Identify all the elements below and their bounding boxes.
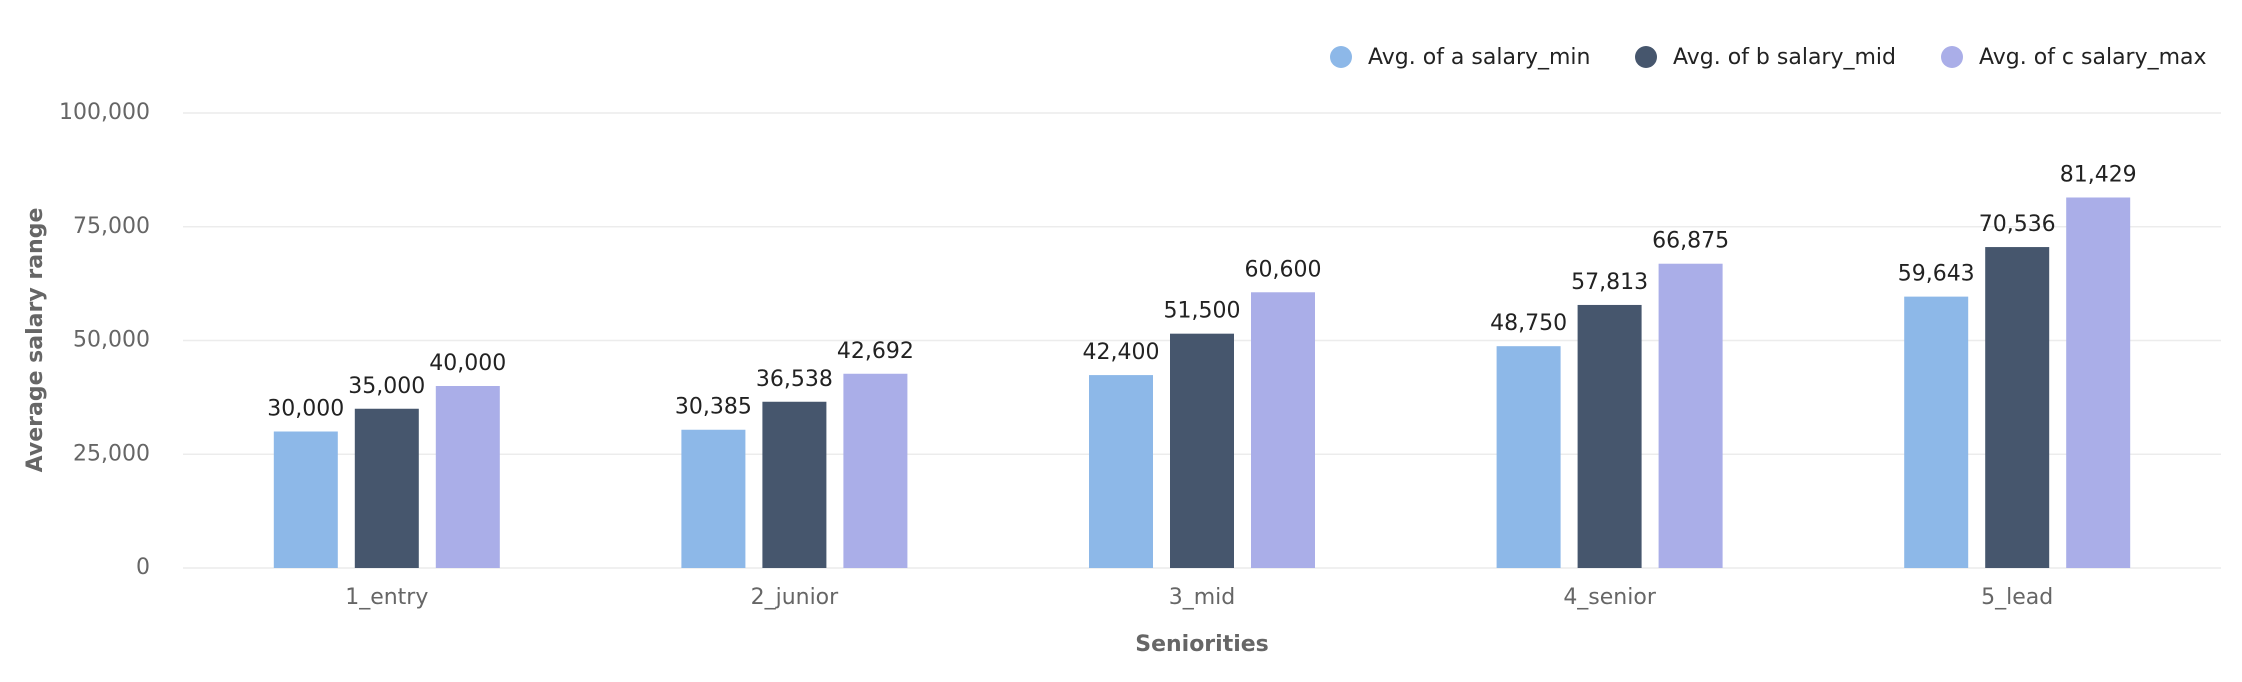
legend-marker	[1635, 46, 1657, 68]
bar	[1089, 375, 1153, 568]
bar	[1658, 263, 1723, 568]
x-axis-title: Seniorities	[1135, 632, 1269, 657]
value-label: 36,538	[756, 367, 833, 392]
value-label: 60,600	[1245, 257, 1322, 282]
value-label: 42,400	[1083, 340, 1160, 365]
x-tick-label: 3_mid	[1169, 585, 1236, 610]
value-label: 42,692	[837, 339, 914, 364]
legend-marker	[1941, 46, 1963, 68]
value-label: 70,536	[1979, 212, 2056, 237]
value-label: 30,385	[675, 395, 752, 420]
bar	[1985, 247, 2050, 568]
x-tick-label: 1_entry	[345, 585, 428, 610]
value-label: 66,875	[1652, 229, 1729, 254]
value-label: 51,500	[1164, 299, 1241, 324]
value-label: 30,000	[267, 397, 344, 422]
y-tick-label: 25,000	[73, 441, 150, 466]
bar	[843, 373, 908, 568]
y-tick-label: 75,000	[73, 214, 150, 239]
y-tick-label: 100,000	[59, 100, 150, 125]
legend-marker	[1330, 46, 1352, 68]
bar	[2066, 197, 2131, 568]
bar	[435, 386, 500, 568]
value-label: 40,000	[429, 351, 506, 376]
bar	[1904, 296, 1969, 568]
bar	[1496, 346, 1561, 568]
legend-label: Avg. of b salary_mid	[1673, 45, 1896, 70]
value-label: 59,643	[1898, 262, 1975, 287]
legend-label: Avg. of c salary_max	[1979, 45, 2207, 70]
bar	[273, 431, 338, 568]
bar	[1251, 292, 1315, 568]
bar	[1170, 333, 1234, 568]
bar	[681, 429, 746, 568]
y-axis-title: Average salary range	[23, 208, 48, 473]
bar	[762, 401, 827, 568]
value-label: 57,813	[1571, 270, 1648, 295]
value-label: 35,000	[348, 374, 425, 399]
value-label: 48,750	[1490, 311, 1567, 336]
y-tick-label: 50,000	[73, 328, 150, 353]
bar	[354, 408, 419, 568]
bar	[1577, 304, 1642, 568]
x-tick-label: 5_lead	[1981, 585, 2053, 610]
y-tick-label: 0	[136, 555, 150, 580]
x-tick-label: 2_junior	[751, 585, 840, 610]
x-tick-label: 4_senior	[1563, 585, 1657, 610]
value-label: 81,429	[2060, 162, 2137, 187]
legend-label: Avg. of a salary_min	[1368, 45, 1591, 70]
